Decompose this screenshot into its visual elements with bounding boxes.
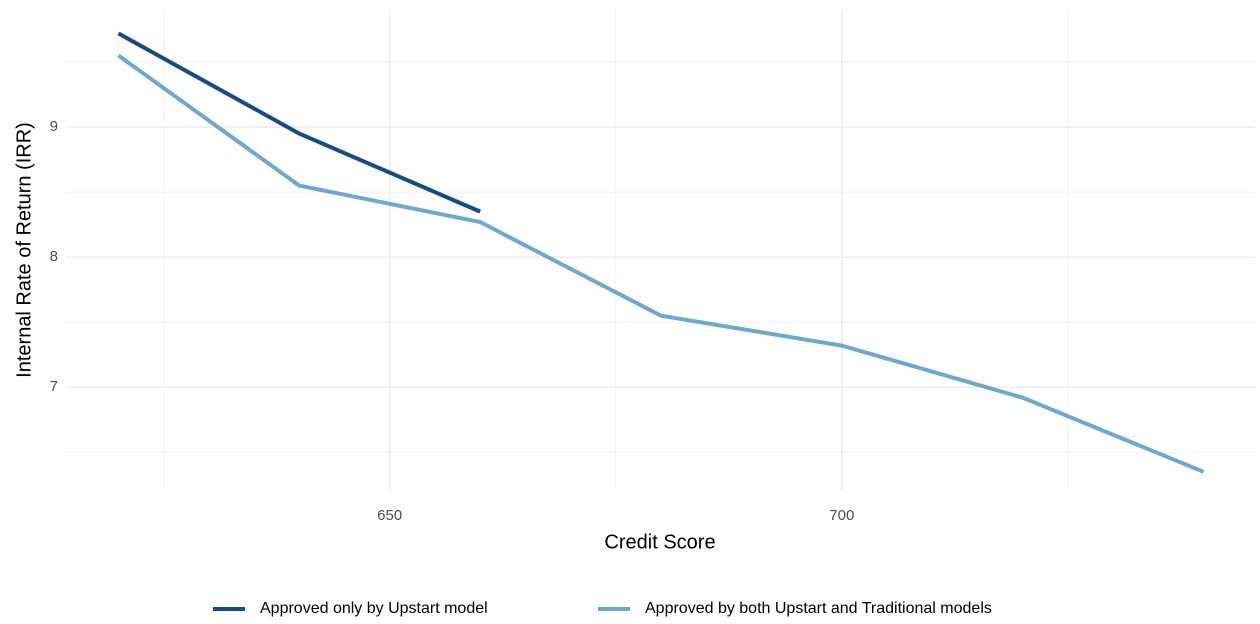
legend-label: Approved by both Upstart and Traditional…	[645, 600, 992, 617]
y-tick-label: 9	[50, 118, 58, 135]
y-axis-title: Internal Rate of Return (IRR)	[13, 122, 35, 378]
y-tick-label: 8	[50, 248, 58, 265]
y-tick-label: 7	[50, 378, 58, 395]
x-axis-title: Credit Score	[604, 531, 715, 553]
legend-label: Approved only by Upstart model	[260, 600, 488, 617]
series-line	[117, 31, 481, 214]
x-tick-label: 700	[829, 507, 854, 524]
series-line	[117, 53, 1205, 474]
x-tick-label: 650	[377, 507, 402, 524]
